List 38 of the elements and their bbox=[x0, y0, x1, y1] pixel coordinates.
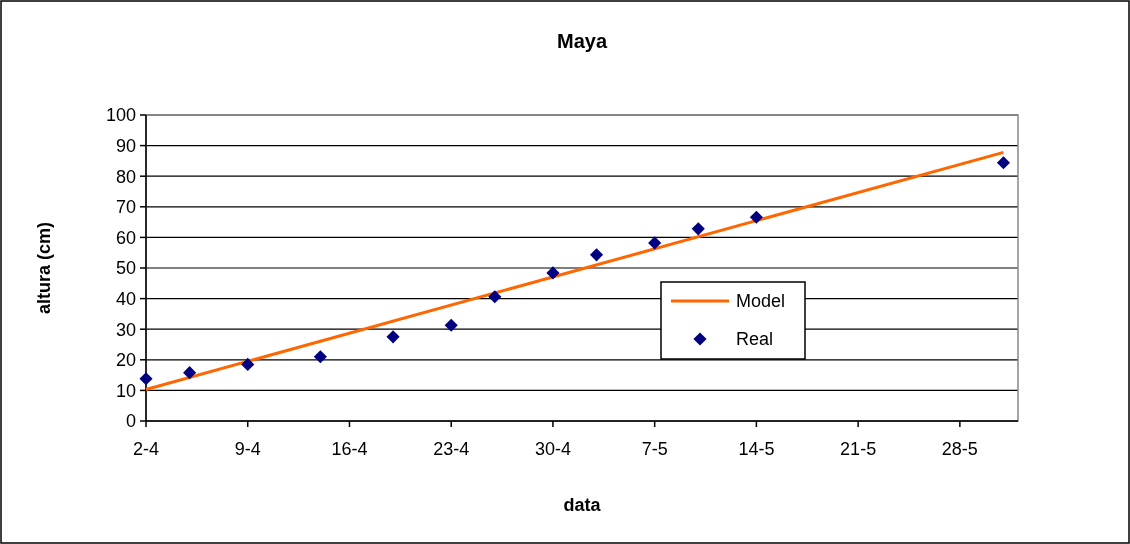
y-axis-title: altura (cm) bbox=[34, 221, 54, 315]
x-tick-label: 23-4 bbox=[433, 439, 470, 459]
y-tick-label: 50 bbox=[115, 258, 136, 279]
point bbox=[139, 372, 153, 386]
y-tick-label: 40 bbox=[115, 288, 136, 309]
x-tick-label: 7-5 bbox=[641, 439, 668, 459]
legend-label: Model bbox=[736, 291, 786, 312]
x-tick-label: 28-5 bbox=[941, 439, 978, 459]
point bbox=[546, 266, 560, 280]
y-tick-label: 70 bbox=[115, 197, 136, 218]
y-tick-label: 0 bbox=[125, 411, 136, 432]
x-tick-label: 30-4 bbox=[534, 439, 571, 459]
point bbox=[183, 366, 197, 380]
point bbox=[648, 236, 662, 250]
point bbox=[488, 290, 502, 304]
x-tick-label: 9-4 bbox=[234, 439, 261, 459]
x-axis-title: data bbox=[563, 495, 602, 515]
y-tick-label: 10 bbox=[115, 380, 136, 401]
point bbox=[691, 222, 705, 236]
y-tick-label: 30 bbox=[115, 319, 136, 340]
y-tick-label: 60 bbox=[115, 227, 136, 248]
point bbox=[386, 330, 400, 344]
point bbox=[241, 357, 255, 371]
point bbox=[749, 210, 763, 224]
y-tick-label: 80 bbox=[115, 166, 136, 187]
y-tick-label: 20 bbox=[115, 350, 136, 371]
x-tick-label: 2-4 bbox=[132, 439, 160, 459]
chart-title: Maya bbox=[556, 30, 608, 52]
point bbox=[589, 248, 604, 262]
point bbox=[313, 350, 327, 364]
x-tick-label: 14-5 bbox=[738, 439, 775, 459]
y-tick-label: 100 bbox=[105, 105, 136, 126]
point bbox=[996, 156, 1011, 170]
legend-label: Real bbox=[736, 329, 774, 350]
x-tick-label: 16-4 bbox=[331, 439, 368, 459]
y-tick-label: 90 bbox=[115, 135, 136, 156]
point bbox=[444, 318, 458, 332]
x-tick-label: 21-5 bbox=[840, 439, 877, 459]
